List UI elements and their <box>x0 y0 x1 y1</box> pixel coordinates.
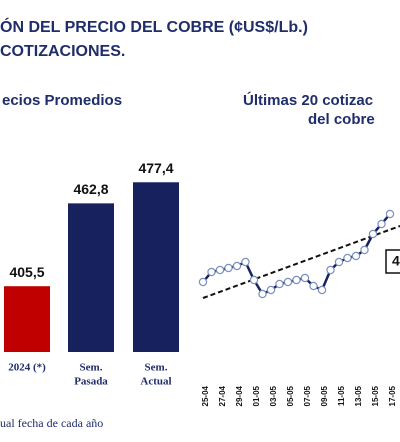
point <box>232 261 242 271</box>
category-label: Sem. <box>145 362 168 374</box>
value-label: 462,8 <box>73 181 108 197</box>
point <box>334 257 344 267</box>
point <box>385 209 395 219</box>
x-tick-label: 11-05 <box>337 385 346 406</box>
value-label: 405,5 <box>9 264 44 280</box>
point <box>283 277 293 287</box>
point <box>266 285 276 295</box>
bar <box>68 203 114 352</box>
point <box>377 219 386 229</box>
point <box>343 253 352 263</box>
point <box>368 229 378 239</box>
x-tick-label: 15-05 <box>371 385 380 406</box>
trend-line <box>202 225 400 299</box>
point <box>198 277 208 287</box>
point <box>292 275 301 285</box>
x-tick-label: 01-05 <box>252 385 261 406</box>
point <box>249 275 259 285</box>
footnote: ual fecha de cada año <box>0 416 103 430</box>
category-label: 2024 (*) <box>8 362 46 374</box>
point <box>326 265 335 275</box>
subtitle: COTIZACIONES. <box>0 43 125 60</box>
point <box>317 285 327 295</box>
x-tick-label: 07-05 <box>303 385 312 406</box>
point <box>300 273 310 283</box>
x-tick-label: 27-04 <box>218 385 227 406</box>
bar-title: ecios Promedios <box>2 92 122 109</box>
point <box>351 251 361 261</box>
point <box>224 263 233 273</box>
x-tick-label: 13-05 <box>354 385 363 406</box>
annotation-box <box>385 249 400 274</box>
x-tick-label: 17-05 <box>388 385 397 406</box>
point <box>241 257 250 267</box>
value-label: 477,4 <box>138 160 173 176</box>
line-title: del cobre <box>308 111 375 128</box>
point <box>207 267 216 277</box>
x-tick-label: 29-04 <box>235 385 244 406</box>
x-tick-label: 05-05 <box>286 385 295 406</box>
bar <box>133 182 179 352</box>
line-title: Últimas 20 cotizac <box>243 91 373 109</box>
point <box>309 281 318 291</box>
x-tick-label: 03-05 <box>269 385 278 406</box>
x-tick-label: 25-04 <box>201 385 210 406</box>
category-label: Actual <box>140 376 171 388</box>
point <box>275 279 284 289</box>
point <box>215 265 225 275</box>
bar <box>4 286 50 352</box>
category-label: Sem. <box>80 362 103 374</box>
point <box>258 289 267 299</box>
category-label: Pasada <box>74 376 108 388</box>
point <box>360 245 369 255</box>
x-tick-label: 09-05 <box>320 385 329 406</box>
annotation: 4 <box>392 253 400 269</box>
title: ÓN DEL PRECIO DEL COBRE (¢US$/Lb.) <box>0 17 308 36</box>
